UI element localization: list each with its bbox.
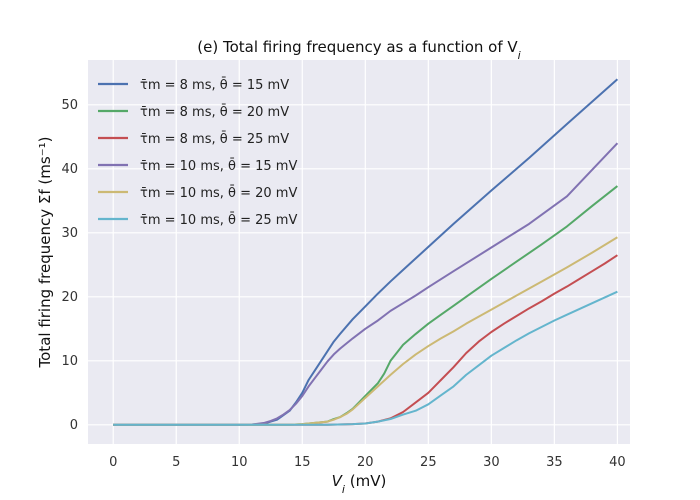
- series-lines: [113, 78, 619, 426]
- x-axis-label: Vi (mV): [332, 472, 387, 496]
- x-tick-label: 40: [609, 455, 626, 470]
- y-tick-label: 30: [61, 226, 78, 241]
- legend-label-6: τ̄m = 10 ms, θ̄ = 25 mV: [140, 213, 297, 228]
- y-tick-label: 40: [61, 162, 78, 177]
- series-line-4: [113, 142, 619, 426]
- x-tick-label: 30: [483, 455, 500, 470]
- y-tick-label: 10: [61, 354, 78, 369]
- x-tick-label: 5: [172, 455, 180, 470]
- y-axis-label: Total firing frequency Σf (ms⁻¹): [36, 137, 54, 369]
- x-tick-label: 35: [546, 455, 563, 470]
- x-tick-label: 0: [109, 455, 117, 470]
- grid: [88, 60, 630, 444]
- legend-label-3: τ̄m = 8 ms, θ̄ = 25 mV: [140, 132, 289, 147]
- legend-label-5: τ̄m = 10 ms, θ̄ = 20 mV: [140, 186, 297, 201]
- y-tick-label: 0: [70, 418, 78, 433]
- legend: τ̄m = 8 ms, θ̄ = 15 mV τ̄m = 8 ms, θ̄ = 2…: [98, 78, 297, 228]
- x-axis-label-subscript: i: [342, 483, 345, 496]
- x-tick-label: 25: [420, 455, 437, 470]
- legend-label-4: τ̄m = 10 ms, θ̄ = 15 mV: [140, 159, 297, 174]
- chart-title-subscript: i: [518, 49, 521, 62]
- y-tick-label: 50: [61, 98, 78, 113]
- chart-title: (e) Total firing frequency as a function…: [197, 38, 520, 62]
- x-tick-label: 15: [294, 455, 311, 470]
- x-axis-label-var: V: [332, 472, 344, 490]
- legend-label-1: τ̄m = 8 ms, θ̄ = 15 mV: [140, 78, 289, 93]
- legend-label-2: τ̄m = 8 ms, θ̄ = 20 mV: [140, 105, 289, 120]
- series-line-6: [113, 290, 618, 426]
- plot-area: [88, 60, 630, 444]
- chart-title-text: (e) Total firing frequency as a function…: [197, 38, 518, 56]
- x-axis-label-unit: (mV): [345, 472, 386, 490]
- y-tick-label: 20: [61, 290, 78, 305]
- x-tick-label: 20: [357, 455, 374, 470]
- series-line-5: [113, 236, 618, 426]
- x-tick-label: 10: [231, 455, 248, 470]
- tick-labels: 0 5 10 15 20 25 30 35 40 0 10 20 30 40 50: [61, 98, 625, 470]
